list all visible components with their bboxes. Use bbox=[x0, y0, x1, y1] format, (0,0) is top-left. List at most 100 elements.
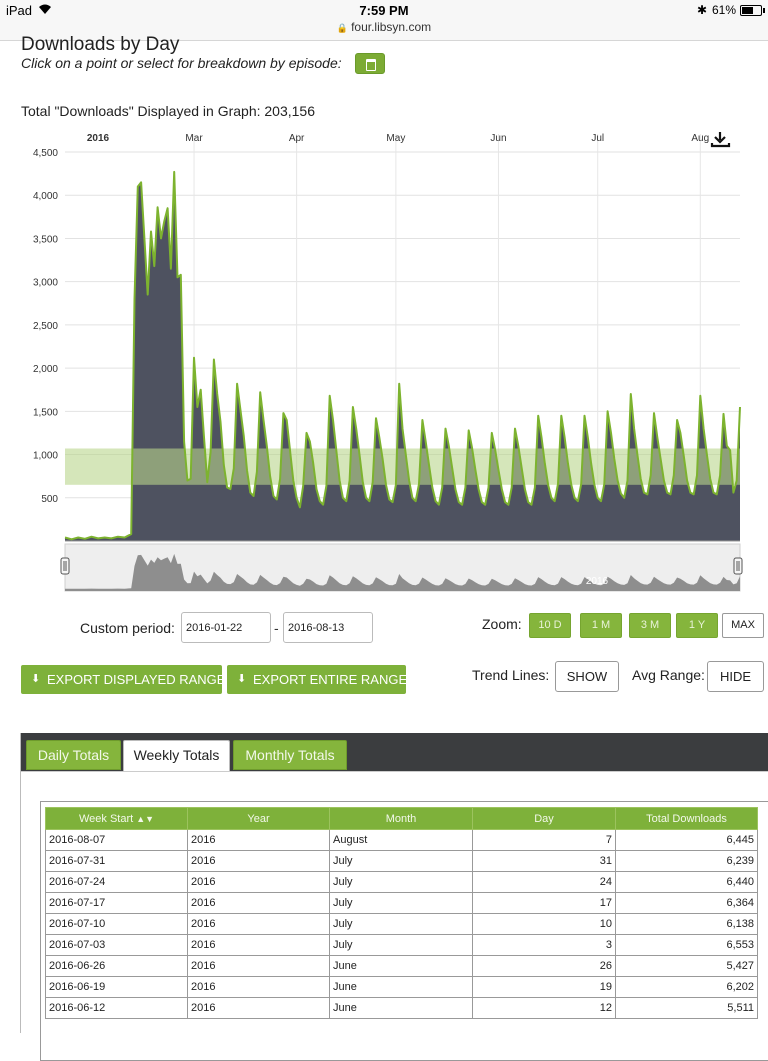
table-cell: June bbox=[329, 976, 473, 998]
zoom-1m-button[interactable]: 1 M bbox=[580, 613, 622, 638]
table-row[interactable]: 2016-07-31 2016 July 31 6,239 bbox=[45, 850, 758, 872]
weekly-totals-table: Week Start ▲▼ Year Month Day Total Downlo… bbox=[45, 807, 758, 1019]
battery-percent: 61% bbox=[712, 3, 737, 17]
status-bar: iPad 7:59 PM 🔒 four.libsyn.com ✱ 61% bbox=[0, 0, 768, 41]
tab-daily-totals[interactable]: Daily Totals bbox=[26, 740, 121, 770]
wifi-icon bbox=[38, 3, 52, 18]
chart-instruction: Click on a point or select for breakdown… bbox=[21, 55, 342, 71]
zoom-10d-button[interactable]: 10 D bbox=[529, 613, 571, 638]
column-header-month[interactable]: Month bbox=[329, 807, 473, 830]
table-cell: 2016 bbox=[187, 871, 330, 893]
bluetooth-icon: ✱ bbox=[697, 3, 708, 17]
table-body: 2016-08-07 2016 August 7 6,445 2016-07-31 2016… bbox=[45, 829, 758, 1019]
x-tick-label: Aug bbox=[691, 133, 709, 144]
y-tick-label: 4,500 bbox=[33, 148, 58, 159]
table-cell: 2016 bbox=[187, 934, 330, 956]
battery-icon bbox=[740, 5, 765, 16]
table-cell: 6,440 bbox=[615, 871, 758, 893]
table-row[interactable]: 2016-06-19 2016 June 19 6,202 bbox=[45, 976, 758, 998]
tab-weekly-totals[interactable]: Weekly Totals bbox=[123, 740, 230, 772]
column-header-total-downloads[interactable]: Total Downloads bbox=[615, 807, 758, 830]
x-tick-label: Apr bbox=[289, 133, 305, 144]
custom-period-label: Custom period: bbox=[80, 620, 175, 636]
date-separator: - bbox=[274, 620, 279, 636]
table-cell: 2016 bbox=[187, 850, 330, 872]
table-cell: 2016-07-31 bbox=[45, 850, 188, 872]
page-title: Downloads by Day bbox=[21, 34, 180, 55]
table-cell: June bbox=[329, 955, 473, 977]
table-cell: 2016 bbox=[187, 976, 330, 998]
table-cell: 5,427 bbox=[615, 955, 758, 977]
zoom-3m-button[interactable]: 3 M bbox=[629, 613, 671, 638]
table-row[interactable]: 2016-06-12 2016 June 12 5,511 bbox=[45, 997, 758, 1019]
y-tick-label: 4,000 bbox=[33, 191, 58, 202]
x-tick-label: 2016 bbox=[87, 133, 110, 144]
table-cell: 2016-07-24 bbox=[45, 871, 188, 893]
table-header-row: Week Start ▲▼ Year Month Day Total Downlo… bbox=[45, 807, 758, 830]
start-date-input[interactable] bbox=[181, 612, 271, 643]
calendar-button[interactable] bbox=[355, 53, 385, 74]
table-cell: 5,511 bbox=[615, 997, 758, 1019]
address-bar[interactable]: 🔒 four.libsyn.com bbox=[0, 20, 768, 34]
table-row[interactable]: 2016-06-26 2016 June 26 5,427 bbox=[45, 955, 758, 977]
table-cell: 12 bbox=[472, 997, 616, 1019]
tab-monthly-totals[interactable]: Monthly Totals bbox=[233, 740, 347, 770]
column-header-label: Week Start bbox=[78, 812, 134, 825]
series-line[interactable] bbox=[64, 170, 741, 541]
table-cell: July bbox=[329, 934, 473, 956]
total-downloads-label: Total "Downloads" Displayed in Graph: 20… bbox=[21, 103, 315, 119]
series-area[interactable] bbox=[65, 171, 740, 541]
table-cell: 2016 bbox=[187, 997, 330, 1019]
download-icon: ⬇ bbox=[237, 673, 247, 685]
table-cell: 2016-07-10 bbox=[45, 913, 188, 935]
totals-panel-body bbox=[21, 771, 768, 1042]
y-tick-label: 2,500 bbox=[33, 321, 58, 332]
table-cell: August bbox=[329, 829, 473, 851]
table-cell: 2016-07-03 bbox=[45, 934, 188, 956]
trend-lines-show-button[interactable]: SHOW bbox=[555, 661, 619, 692]
table-row[interactable]: 2016-07-24 2016 July 24 6,440 bbox=[45, 871, 758, 893]
x-tick-label: Jun bbox=[490, 133, 506, 144]
sort-icon[interactable]: ▲▼ bbox=[136, 813, 155, 824]
table-cell: 7 bbox=[472, 829, 616, 851]
table-cell: 6,202 bbox=[615, 976, 758, 998]
export-displayed-label: EXPORT DISPLAYED RANGE bbox=[47, 672, 226, 687]
table-cell: 2016 bbox=[187, 892, 330, 914]
end-date-input[interactable] bbox=[283, 612, 373, 643]
table-cell: 19 bbox=[472, 976, 616, 998]
y-tick-label: 1,500 bbox=[33, 407, 58, 418]
table-cell: 2016 bbox=[187, 829, 330, 851]
column-header-year[interactable]: Year bbox=[187, 807, 330, 830]
table-cell: July bbox=[329, 871, 473, 893]
column-header-day[interactable]: Day bbox=[472, 807, 616, 830]
table-cell: June bbox=[329, 997, 473, 1019]
table-cell: 2016-08-07 bbox=[45, 829, 188, 851]
grip-handle-icon[interactable] bbox=[60, 557, 70, 575]
export-entire-range-button[interactable]: ⬇ EXPORT ENTIRE RANGE bbox=[227, 665, 407, 694]
zoom-max-button[interactable]: MAX bbox=[722, 613, 764, 638]
zoom-1y-button[interactable]: 1 Y bbox=[676, 613, 718, 638]
downloads-chart[interactable]: 500 1,000 1,500 2,000 2,500 3,000 3,500 4,000 4,… bbox=[0, 126, 768, 596]
table-cell: 2016 bbox=[187, 913, 330, 935]
avg-range-label: Avg Range: bbox=[632, 667, 705, 683]
avg-range-hide-button[interactable]: HIDE bbox=[707, 661, 764, 692]
column-header-week-start[interactable]: Week Start ▲▼ bbox=[45, 807, 188, 830]
table-row[interactable]: 2016-08-07 2016 August 7 6,445 bbox=[45, 829, 758, 851]
table-cell: 6,239 bbox=[615, 850, 758, 872]
table-row[interactable]: 2016-07-03 2016 July 3 6,553 bbox=[45, 934, 758, 956]
table-cell: July bbox=[329, 913, 473, 935]
table-cell: 2016 bbox=[187, 955, 330, 977]
table-cell: 2016-06-26 bbox=[45, 955, 188, 977]
table-cell: 2016-07-17 bbox=[45, 892, 188, 914]
trend-lines-label: Trend Lines: bbox=[472, 667, 550, 683]
y-tick-label: 500 bbox=[41, 494, 58, 505]
export-displayed-range-button[interactable]: ⬇ EXPORT DISPLAYED RANGE bbox=[21, 665, 226, 694]
grip-handle-icon[interactable] bbox=[733, 557, 743, 575]
status-time: 7:59 PM bbox=[359, 3, 409, 18]
totals-tab-bar: Daily Totals Weekly Totals Monthly Total… bbox=[21, 733, 768, 772]
table-row[interactable]: 2016-07-10 2016 July 10 6,138 bbox=[45, 913, 758, 935]
download-icon[interactable] bbox=[710, 132, 731, 148]
y-tick-label: 2,000 bbox=[33, 364, 58, 375]
url-text: four.libsyn.com bbox=[351, 20, 432, 34]
table-row[interactable]: 2016-07-17 2016 July 17 6,364 bbox=[45, 892, 758, 914]
